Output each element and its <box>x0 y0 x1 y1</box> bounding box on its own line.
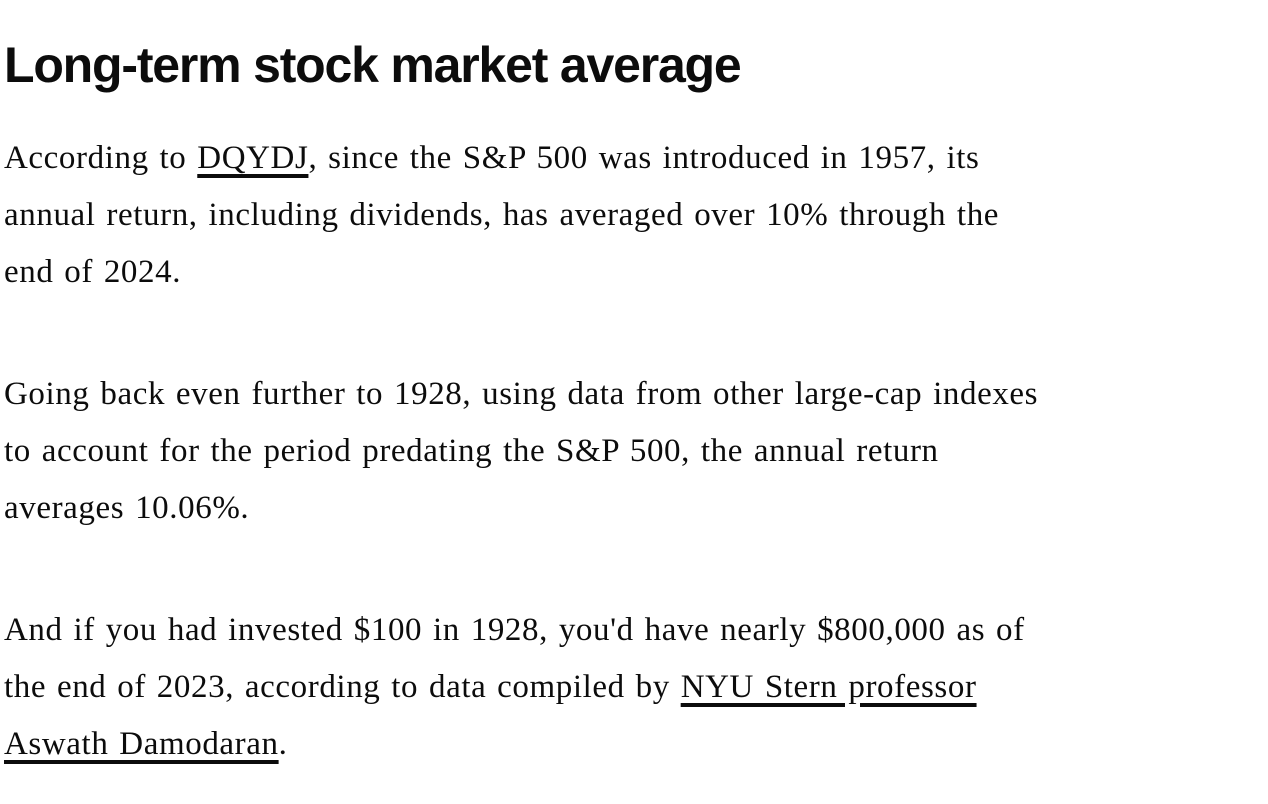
paragraph-text: And if you had invested $100 in 1928, yo… <box>4 612 1025 705</box>
inline-link[interactable]: NYU Stern professor Aswath Damodaran <box>4 669 977 762</box>
inline-link[interactable]: DQYDJ <box>197 140 309 176</box>
paragraph-text: According to <box>4 140 198 176</box>
paragraph-text: , since the S&P 500 was introduced in 19… <box>4 140 1000 290</box>
paragraph-text: . <box>278 726 288 762</box>
paragraph-text: Going back even further to 1928, using d… <box>4 376 1039 526</box>
article-content: Long-term stock market average According… <box>4 37 1244 773</box>
paragraph: And if you had invested $100 in 1928, yo… <box>4 602 1244 773</box>
article-body: According to DQYDJ, since the S&P 500 wa… <box>4 130 1244 773</box>
paragraph: According to DQYDJ, since the S&P 500 wa… <box>4 130 1244 301</box>
article-heading: Long-term stock market average <box>4 37 742 93</box>
paragraph: Going back even further to 1928, using d… <box>4 366 1244 537</box>
